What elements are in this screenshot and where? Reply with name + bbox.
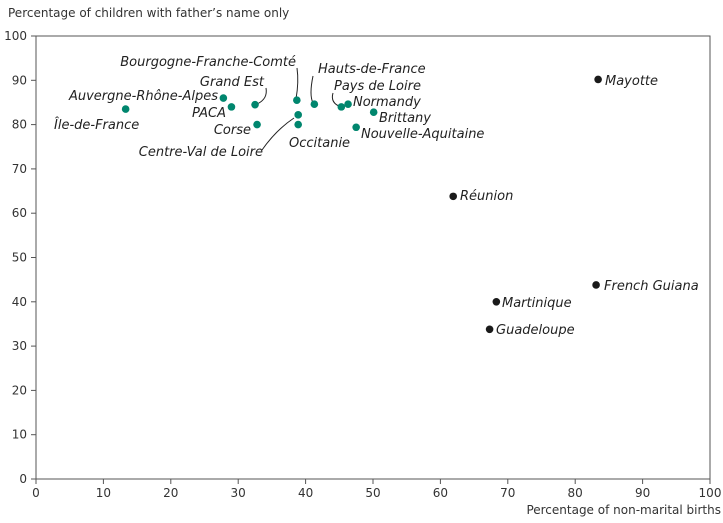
point-hauts-de-france (310, 100, 319, 109)
point-paca (227, 103, 236, 111)
y-tick-label: 80 (12, 118, 27, 132)
point-bourgogne-franche-comte (293, 96, 301, 105)
point-nouvelle-aquitaine (352, 123, 360, 132)
label-reunion: Réunion (460, 189, 513, 204)
point-labels: Île-de-France Auvergne-Rhône-Alpes PACA Gra… (54, 55, 699, 338)
label-french-guiana: French Guiana (604, 279, 699, 294)
label-hauts-de-france: Hauts-de-France (318, 62, 426, 77)
point-martinique (492, 298, 501, 306)
y-tick-label: 90 (12, 73, 27, 87)
label-paca: PACA (192, 106, 226, 121)
label-guadeloupe: Guadeloupe (496, 323, 575, 338)
point-french-guiana (592, 281, 600, 289)
x-tick-label: 60 (433, 486, 448, 500)
label-grand-est: Grand Est (200, 75, 265, 90)
leader-line-bourgogne-franche-comte (295, 67, 299, 100)
point-ile-de-france (121, 105, 130, 113)
label-pays-de-loire: Pays de Loire (334, 79, 421, 94)
label-mayotte: Mayotte (605, 74, 658, 89)
point-occitanie (294, 120, 302, 129)
point-grand-est (251, 100, 259, 109)
x-tick-label: 40 (298, 486, 313, 500)
label-corse: Corse (214, 123, 251, 138)
x-tick-label: 30 (231, 486, 246, 500)
point-mayotte (594, 75, 602, 84)
x-tick-label: 100 (699, 486, 722, 500)
label-centre-val-de-loire: Centre-Val de Loire (139, 145, 263, 160)
point-guadeloupe (485, 325, 494, 334)
x-tick-label: 80 (568, 486, 583, 500)
x-axis-title: Percentage of non-marital births (526, 503, 721, 517)
leader-line-grand-est (256, 87, 267, 105)
data-points (121, 75, 602, 334)
y-tick-label: 20 (12, 383, 27, 397)
y-tick-label: 40 (12, 295, 27, 309)
label-normandy: Normandy (353, 95, 421, 110)
point-auvergne-rhone-alpes (219, 94, 228, 102)
y-tick-label: 50 (12, 251, 27, 265)
point-brittany (369, 108, 378, 116)
label-martinique: Martinique (502, 296, 572, 311)
x-tick-label: 0 (32, 486, 40, 500)
y-axis-title: Percentage of children with father’s nam… (8, 6, 289, 20)
label-bourgogne-franche-comte: Bourgogne-Franche-Comté (120, 55, 296, 70)
label-ile-de-france: Île-de-France (54, 117, 139, 133)
x-tick-label: 20 (163, 486, 178, 500)
y-tick-label: 0 (19, 472, 27, 486)
y-tick-label: 100 (4, 29, 27, 43)
x-tick-label: 90 (635, 486, 650, 500)
x-tick-label: 70 (500, 486, 515, 500)
y-tick-label: 30 (12, 339, 27, 353)
y-tick-label: 70 (12, 162, 27, 176)
x-tick-label: 50 (365, 486, 380, 500)
point-pays-de-loire (337, 103, 346, 111)
point-centre-val-de-loire (294, 111, 302, 119)
point-corse (253, 120, 261, 129)
point-normandy (344, 100, 352, 109)
leader-line-hauts-de-france (310, 75, 314, 104)
x-tick-label: 10 (96, 486, 111, 500)
label-brittany: Brittany (379, 111, 431, 126)
label-nouvelle-aquitaine: Nouvelle-Aquitaine (361, 127, 484, 142)
label-auvergne-rhone-alpes: Auvergne-Rhône-Alpes (68, 89, 218, 104)
label-occitanie: Occitanie (289, 136, 350, 151)
point-reunion (449, 192, 458, 201)
y-tick-label: 60 (12, 206, 27, 220)
leader-line-centre-val-de-loire (261, 117, 295, 151)
y-tick-label: 10 (12, 428, 27, 442)
axes: 0 10 20 30 40 50 60 70 80 90 100 0 10 20 30 40 50 60 70 80 9… (4, 29, 721, 500)
